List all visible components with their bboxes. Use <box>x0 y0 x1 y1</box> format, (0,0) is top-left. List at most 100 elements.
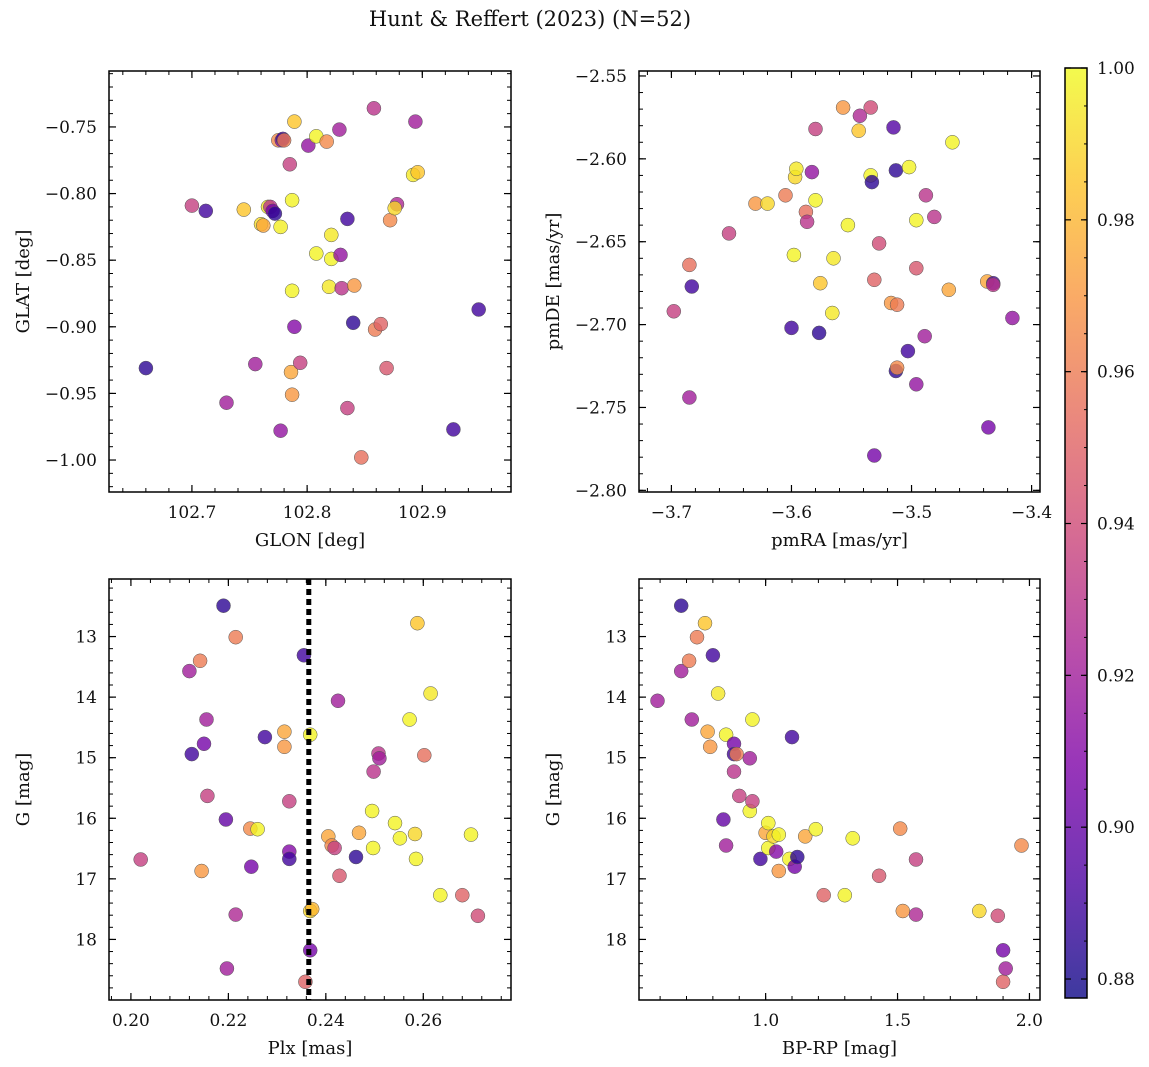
data-point <box>753 851 768 867</box>
data-point <box>392 831 408 846</box>
data-point <box>282 794 297 809</box>
x-tick-label: −3.4 <box>1011 503 1052 523</box>
data-point <box>408 114 423 129</box>
data-point <box>808 193 823 208</box>
data-point <box>871 236 887 251</box>
data-point <box>840 217 856 233</box>
data-point <box>433 887 448 903</box>
data-point <box>702 739 718 755</box>
data-point <box>697 615 713 631</box>
data-point <box>446 422 461 437</box>
data-point <box>808 821 824 837</box>
data-point <box>797 829 813 844</box>
data-point <box>366 764 381 779</box>
data-point <box>804 164 820 180</box>
data-point <box>292 355 308 371</box>
x-tick-label: −3.5 <box>891 503 932 523</box>
data-point <box>889 360 905 375</box>
figure-title: Hunt & Reffert (2023) (N=52) <box>369 7 691 31</box>
data-point <box>354 450 369 465</box>
data-point <box>673 663 689 679</box>
colorbar-ticks: 0.88 0.90 0.92 0.94 0.96 0.98 1.00 <box>1065 59 1135 990</box>
data-point <box>650 693 665 709</box>
data-point <box>321 279 337 295</box>
data-point <box>340 400 355 416</box>
y-tick-label: −0.95 <box>45 384 97 404</box>
data-point <box>470 908 486 924</box>
panel-bprp-g: 1.0 1.5 2.0 13 14 15 16 17 18 BP-RP [mag] G [mag] <box>543 578 1043 1059</box>
data-point <box>742 751 758 766</box>
data-point <box>778 188 793 203</box>
panel-glon-glat: 102.7 102.8 102.9 −1.00 −0.95 −0.90 −0.85 −0.80… <box>13 70 512 551</box>
data-point <box>682 257 697 273</box>
data-point <box>248 356 263 372</box>
y-tick-label: 16 <box>605 809 627 829</box>
data-point <box>198 203 214 219</box>
x-axis-label: Plx [mas] <box>268 1038 353 1059</box>
x-tick-label: 2.0 <box>1016 1011 1043 1031</box>
data-point <box>863 100 878 115</box>
colorbar-tick-label: 0.90 <box>1097 818 1135 838</box>
data-point <box>985 277 1001 293</box>
data-point <box>700 724 715 739</box>
data-point <box>287 114 302 129</box>
data-point <box>901 159 917 175</box>
x-tick-label: 0.22 <box>209 1011 247 1031</box>
y-axis-label: pmDE [mas/yr] <box>543 213 564 351</box>
data-point <box>417 748 432 763</box>
colorbar-tick-label: 0.98 <box>1097 211 1135 231</box>
data-point <box>900 343 916 359</box>
data-point <box>373 316 389 332</box>
colorbar-tick-label: 0.94 <box>1097 515 1135 535</box>
data-point <box>184 746 200 762</box>
axes-frame <box>638 70 1041 493</box>
data-point <box>909 377 924 392</box>
data-point <box>1005 310 1020 326</box>
x-tick-label: 1.0 <box>752 1011 779 1031</box>
data-point <box>228 629 243 645</box>
data-point <box>673 598 689 613</box>
data-point <box>998 961 1013 976</box>
data-point <box>199 712 214 727</box>
data-point <box>945 135 960 150</box>
y-axis-label: G [mag] <box>13 753 34 826</box>
data-point <box>284 387 300 402</box>
axes-frame <box>638 578 1041 1001</box>
data-point <box>895 903 911 919</box>
data-point <box>184 198 200 213</box>
data-point <box>721 226 737 241</box>
data-point <box>745 794 760 809</box>
data-point <box>718 838 734 853</box>
panel-plx-g: 0.20 0.22 0.24 0.26 13 14 15 16 17 18 Plx [mas] G [… <box>13 578 512 1059</box>
data-point <box>250 821 265 837</box>
data-point <box>332 868 347 884</box>
data-point <box>257 729 273 745</box>
data-point <box>298 974 313 990</box>
data-point <box>845 831 860 846</box>
data-point <box>273 219 288 235</box>
data-point <box>826 251 841 266</box>
data-point <box>407 826 423 842</box>
data-point <box>282 851 297 867</box>
data-point <box>684 712 700 727</box>
data-point <box>334 280 349 296</box>
data-point <box>908 907 924 922</box>
data-point <box>990 908 1006 924</box>
y-tick-label: 15 <box>75 749 97 769</box>
colorbar-tick-label: 1.00 <box>1097 59 1135 79</box>
data-point <box>851 123 866 138</box>
y-tick-label: 14 <box>605 688 627 708</box>
data-point <box>909 212 924 228</box>
data-point <box>194 863 209 879</box>
data-point <box>309 246 324 261</box>
data-point <box>995 974 1011 990</box>
data-point <box>351 825 367 841</box>
data-point <box>681 653 697 669</box>
data-point <box>761 815 776 831</box>
data-point <box>689 629 705 645</box>
y-tick-label: −1.00 <box>45 451 97 471</box>
data-point <box>267 206 283 221</box>
data-point <box>277 739 292 755</box>
data-point <box>364 803 380 819</box>
data-point <box>219 395 234 410</box>
